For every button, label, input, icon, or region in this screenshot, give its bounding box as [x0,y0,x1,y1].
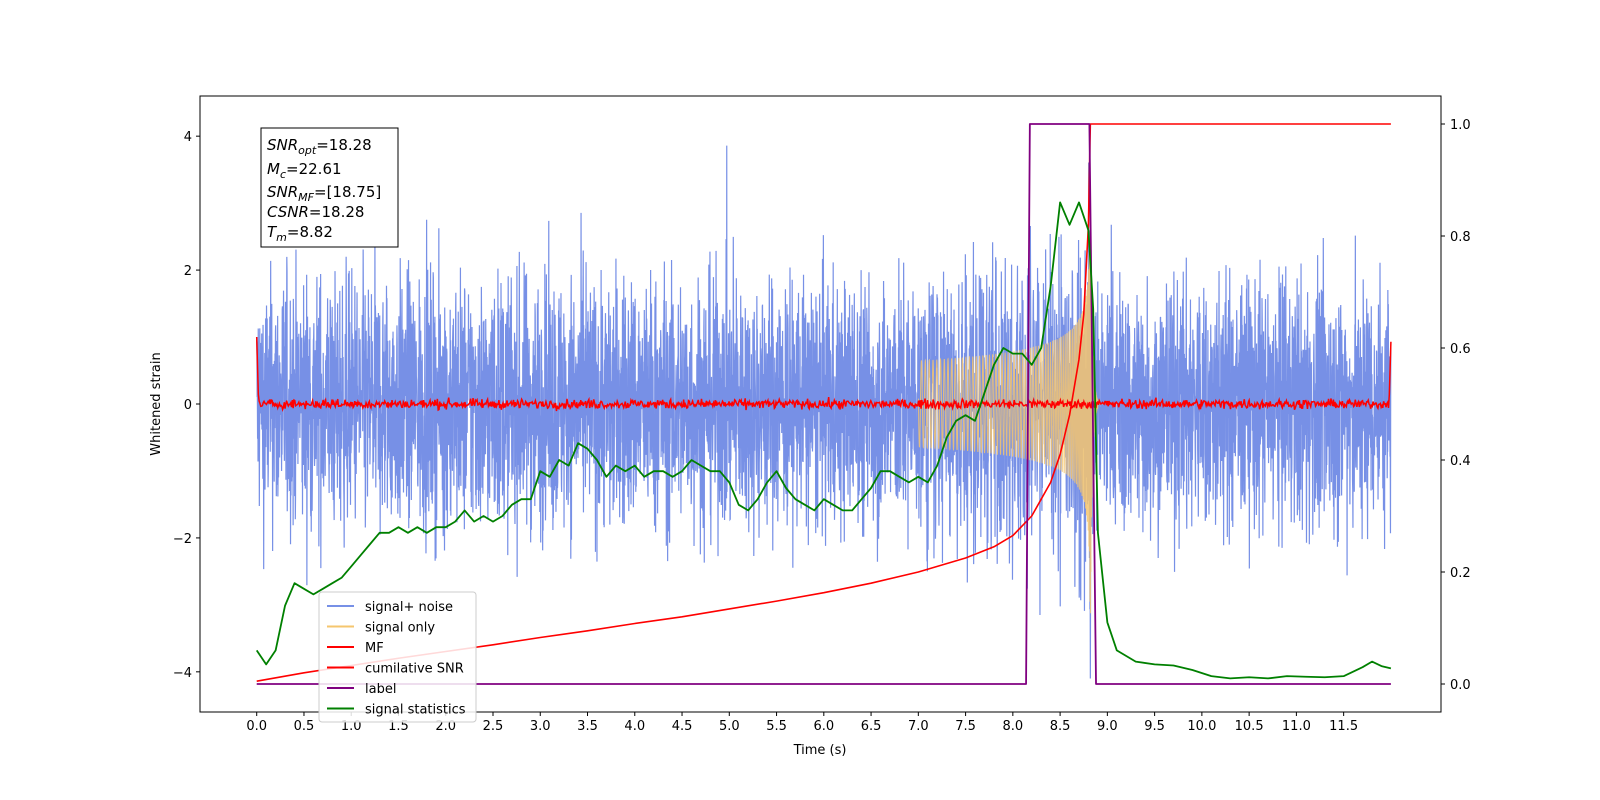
y-left-tick-label: 4 [184,130,192,145]
legend-label: cumilative SNR [365,662,464,677]
legend-label: signal only [365,621,435,636]
y-right-tick-label: 0.8 [1450,230,1471,245]
y-right-tick-label: 0.4 [1450,454,1471,469]
x-tick-label: 6.5 [861,719,882,734]
x-tick-label: 2.5 [483,719,504,734]
y-right-axis-ticks: 1.0 0.8 0.6 0.4 0.2 0.0 [1441,118,1471,693]
info-box-frame [260,127,399,248]
x-tick-label: 10.0 [1187,719,1216,734]
y-right-tick-label: 0.0 [1450,678,1471,693]
x-tick-label: 5.0 [719,719,740,734]
y-left-tick-label: 2 [184,264,192,279]
legend-label: signal statistics [365,703,466,718]
legend-label: signal+ noise [365,600,453,615]
y-left-tick-label: 0 [184,398,192,413]
x-tick-label: 11.0 [1282,719,1311,734]
x-tick-label: 3.0 [530,719,551,734]
y-left-axis-ticks: 4 2 0 −2 −4 [173,130,200,681]
x-tick-label: 1.5 [388,719,409,734]
info-csnr: CSNR=18.28 [267,203,364,221]
legend-label: MF [365,641,384,656]
y-left-tick-label: −2 [173,532,192,547]
x-axis-label: Time (s) [793,743,847,758]
y-right-tick-label: 1.0 [1450,118,1471,133]
info-mc: Mc=22.61 [267,160,342,181]
series-signal-noise [256,145,1392,679]
y-left-tick-label: −4 [173,666,192,681]
info-tm: Tm=8.82 [267,223,333,244]
x-tick-label: 0.5 [294,719,315,734]
info-box: SNRopt=18.28 Mc=22.61 SNRMF=[18.75] CSNR… [260,127,399,248]
x-axis-ticks: 0.0 0.5 1.0 1.5 2.0 2.5 3.0 3.5 4.0 4.5 5.0 5.5 6.0 6… [246,712,1358,734]
series-signal-statistics [255,201,1392,680]
series-signal-only [908,179,1103,614]
x-tick-label: 9.0 [1097,719,1118,734]
x-tick-label: 7.0 [908,719,929,734]
x-tick-label: 8.5 [1050,719,1071,734]
series-label [256,123,1391,685]
x-tick-label: 8.0 [1002,719,1023,734]
legend-frame [318,591,477,723]
x-tick-label: 6.0 [813,719,834,734]
x-tick-label: 0.0 [246,719,267,734]
y-right-tick-label: 0.6 [1450,342,1471,357]
y-axis-label: Whitened strain [149,352,164,455]
y-right-tick-label: 0.2 [1450,566,1471,581]
x-tick-label: 9.5 [1144,719,1165,734]
x-tick-label: 3.5 [577,719,598,734]
x-tick-label: 11.5 [1329,719,1358,734]
x-tick-label: 2.0 [435,719,456,734]
x-tick-label: 10.5 [1235,719,1264,734]
x-tick-label: 4.5 [672,719,693,734]
legend: signal+ noise signal only MF cumilative SNR… [318,591,477,723]
info-snr-opt: SNRopt=18.28 [267,136,372,157]
x-tick-label: 5.5 [766,719,787,734]
x-tick-label: 4.0 [624,719,645,734]
x-tick-label: 7.5 [955,719,976,734]
info-snr-mf: SNRMF=[18.75] [267,183,381,204]
x-tick-label: 1.0 [341,719,362,734]
legend-label: label [365,682,396,697]
series-mf [255,337,1392,413]
